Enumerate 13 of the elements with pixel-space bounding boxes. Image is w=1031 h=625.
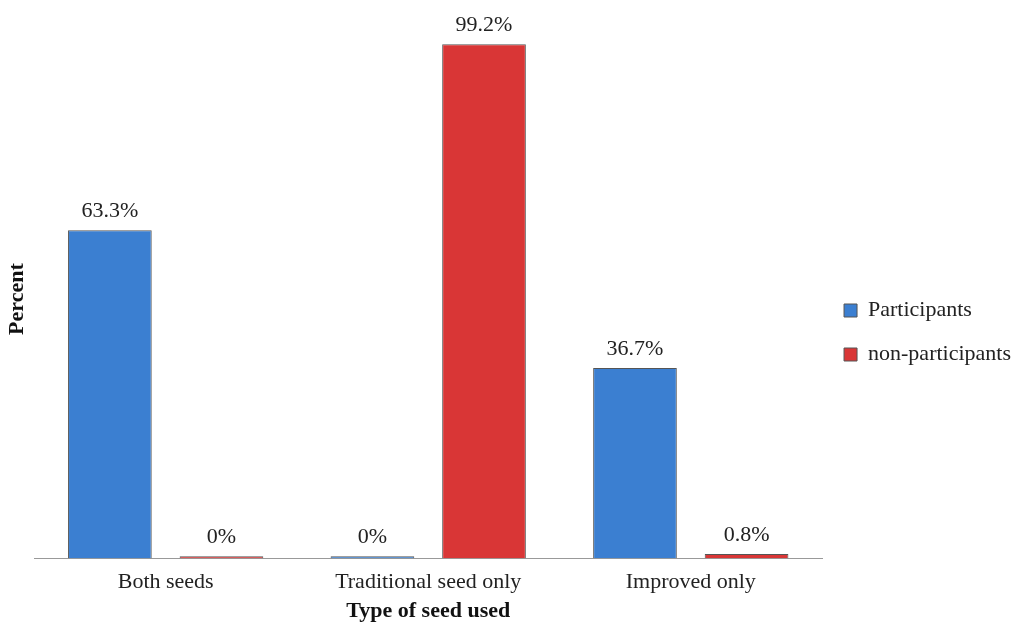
data-label: 36.7% xyxy=(606,334,664,360)
legend-label: Participants xyxy=(868,296,972,322)
x-tick-label: Both seeds xyxy=(117,568,214,594)
data-label: 63.3% xyxy=(81,196,139,222)
data-label: 99.2% xyxy=(455,10,513,36)
x-tick-label: Traditional seed only xyxy=(335,568,522,594)
y-axis-title: Percent xyxy=(2,262,28,335)
data-label: 0% xyxy=(357,522,388,548)
data-label: 0% xyxy=(206,522,237,548)
data-label: 0.8% xyxy=(723,520,770,546)
legend-label: non-participants xyxy=(868,340,1012,366)
x-tick-label: Improved only xyxy=(625,568,756,594)
x-axis-title: Type of seed used xyxy=(346,597,511,623)
